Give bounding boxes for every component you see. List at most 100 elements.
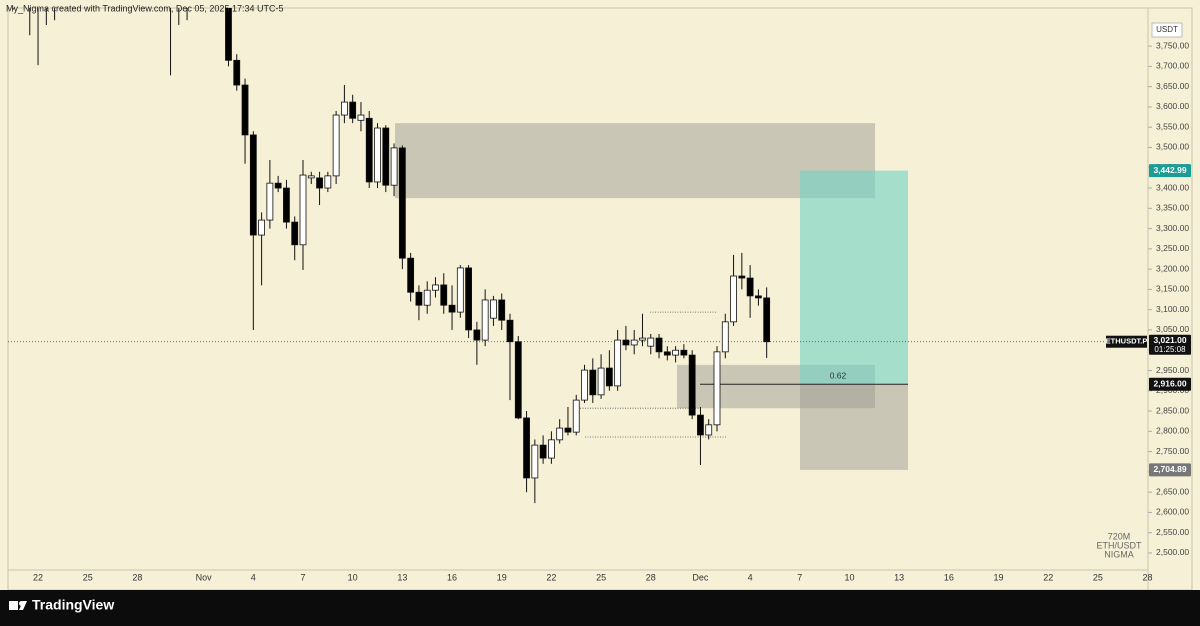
candle-body: [448, 304, 456, 313]
footer-bar: [0, 590, 1200, 626]
candle-body: [680, 349, 688, 356]
candle-body: [266, 182, 274, 221]
candle-body: [589, 369, 597, 396]
candle-body: [614, 339, 622, 387]
candle-body: [357, 114, 365, 121]
candle-body: [481, 299, 489, 341]
watermark: 720M: [1108, 531, 1131, 541]
candle-body: [456, 267, 464, 313]
candle-body: [415, 291, 423, 306]
y-tick-label: 3,400.00: [1156, 182, 1189, 192]
brand-logo: [9, 601, 27, 610]
candle-body: [249, 134, 257, 236]
y-tick-label: 3,550.00: [1156, 121, 1189, 131]
candle-body: [605, 367, 613, 387]
y-tick-label: 3,250.00: [1156, 243, 1189, 253]
x-tick-label: 19: [497, 572, 507, 582]
candle-body: [738, 275, 746, 279]
candle-body: [688, 354, 696, 416]
y-tick-label: 2,850.00: [1156, 405, 1189, 415]
candle-body: [647, 337, 655, 347]
candle-body: [663, 351, 671, 356]
y-tick-label: 2,950.00: [1156, 365, 1189, 375]
candle-body: [382, 127, 390, 186]
candle-body: [324, 175, 332, 189]
candle-body: [490, 299, 497, 319]
candle-body: [763, 297, 771, 343]
x-tick-label: 4: [748, 572, 753, 582]
candle-body: [556, 427, 564, 441]
y-tick-label: 2,600.00: [1156, 507, 1189, 517]
x-tick-label: 19: [994, 572, 1004, 582]
x-tick-label: 22: [33, 572, 43, 582]
x-tick-label: 22: [1043, 572, 1053, 582]
candle-body: [713, 351, 721, 426]
candle-body: [581, 369, 588, 401]
candle-body: [241, 84, 249, 136]
x-tick-label: 10: [844, 572, 854, 582]
x-tick-label: 25: [596, 572, 606, 582]
target-badge: 3,442.99: [1153, 165, 1186, 175]
candle-body: [291, 221, 299, 246]
currency: USDT: [1156, 25, 1178, 34]
candle-body: [655, 337, 663, 353]
logo-slash: [19, 601, 27, 610]
x-tick-label: 25: [83, 572, 93, 582]
header: My_Nigma created with TradingView.com, D…: [6, 3, 283, 13]
candle-body: [374, 127, 381, 183]
y-tick-label: 3,150.00: [1156, 284, 1189, 294]
candle-body: [622, 339, 630, 346]
candle-body: [730, 275, 737, 323]
candle-body: [531, 444, 539, 479]
candle-body: [523, 417, 530, 479]
fib-label: 0.62: [830, 371, 847, 381]
candle-body: [639, 337, 646, 341]
candle-body: [548, 439, 555, 459]
profit-zone: [800, 170, 908, 385]
currency-box: [1151, 22, 1183, 38]
candle-body: [672, 349, 679, 356]
brand: TradingView: [32, 597, 114, 613]
candle-body: [465, 267, 473, 331]
symbol: ETHUSDT.P: [1106, 337, 1148, 346]
x-tick-label: 4: [251, 572, 256, 582]
candle-body: [697, 414, 704, 436]
candle-body: [307, 175, 315, 179]
countdown: 01:25:08: [1154, 345, 1186, 354]
axes: 2,500.002,550.002,600.002,650.002,700.00…: [33, 40, 1191, 582]
y-tick-label: 3,500.00: [1156, 142, 1189, 152]
candle-body: [630, 339, 638, 346]
y-tick-label: 3,650.00: [1156, 81, 1189, 91]
last-price-label: 3,021.00: [1153, 335, 1186, 345]
watermark: NIGMA: [1104, 549, 1134, 559]
y-tick-label: 2,750.00: [1156, 446, 1189, 456]
entry-badge-bg: [1149, 377, 1191, 391]
candle-body: [332, 114, 340, 177]
candle-body: [340, 101, 348, 116]
y-tick-label: 3,100.00: [1156, 304, 1189, 314]
candle-body: [597, 367, 605, 396]
x-tick-label: 28: [646, 572, 656, 582]
x-tick-label: 7: [797, 572, 802, 582]
candle-body: [274, 182, 282, 189]
candle-body: [746, 277, 754, 297]
loss-zone: [800, 384, 908, 470]
candle-body: [365, 117, 373, 183]
y-tick-label: 2,550.00: [1156, 527, 1189, 537]
candle-body: [349, 101, 357, 119]
y-tick-label: 3,200.00: [1156, 263, 1189, 273]
candle-body: [299, 174, 307, 246]
entry-badge: 2,916.00: [1153, 379, 1186, 389]
x-tick-label: 10: [348, 572, 358, 582]
x-tick-label: 7: [300, 572, 305, 582]
x-tick-label: 28: [132, 572, 142, 582]
candle-body: [506, 319, 514, 343]
candle-body: [514, 341, 522, 419]
x-tick-label: 22: [546, 572, 556, 582]
candle-body: [572, 399, 580, 433]
candle-body: [705, 424, 713, 436]
x-tick-label: 16: [944, 572, 954, 582]
x-tick-label: 13: [894, 572, 904, 582]
